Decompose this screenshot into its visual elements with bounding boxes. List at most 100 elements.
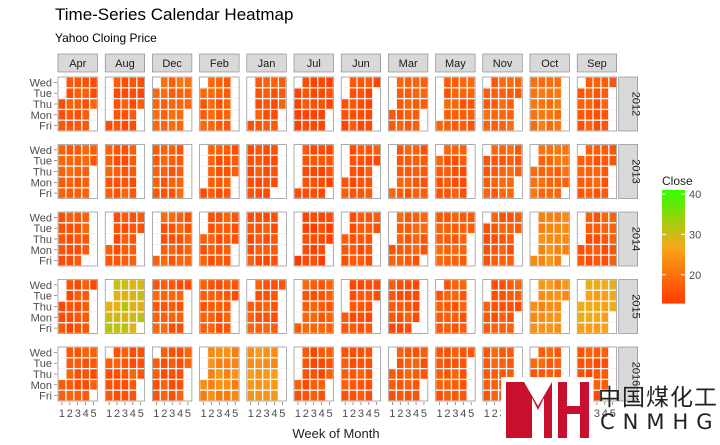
heatmap-cell [152,155,161,166]
heatmap-cell [246,244,255,256]
heatmap-cell [490,98,499,110]
heatmap-cell [207,279,216,291]
heatmap-cell [608,155,617,166]
heatmap-cell [593,368,601,380]
heatmap-cell [396,177,405,188]
heatmap-cell [404,166,412,177]
heatmap-cell [435,390,444,401]
year-strip [618,76,639,132]
heatmap-cell [207,98,216,110]
heatmap-cell [601,233,609,245]
heatmap-cell [302,390,310,401]
weekday-tick-label: Wed [30,212,52,224]
heatmap-cell [152,98,161,110]
heatmap-cell [325,368,334,380]
heatmap-cell [577,177,585,188]
heatmap-cell [404,390,412,401]
heatmap-cell [168,244,176,256]
heatmap-cell [254,109,263,121]
heatmap-cell [168,120,176,131]
heatmap-cell [325,166,334,177]
heatmap-cell [553,301,562,312]
heatmap-cell [325,144,334,156]
heatmap-cell [270,368,279,380]
heatmap-cell [451,357,460,369]
heatmap-cell [396,255,405,266]
panel-border [482,144,523,199]
heatmap-cell [593,312,601,323]
heatmap-cell [129,77,137,88]
heatmap-cell [81,279,90,291]
heatmap-cell [538,347,546,358]
panel-border [246,211,287,267]
heatmap-cell [459,279,468,291]
heatmap-cell [601,279,609,291]
heatmap-cell [435,155,444,166]
heatmap-cell [341,390,349,401]
heatmap-cell [412,233,420,245]
heatmap-cell [349,155,357,166]
panel-border [57,279,98,334]
heatmap-cell [561,290,570,301]
heatmap-cell [372,222,381,234]
heatmap-cell [467,109,475,121]
heatmap-cell [593,244,601,256]
heatmap-cell [601,120,609,131]
heatmap-cell [545,233,554,245]
heatmap-cell [81,212,90,223]
heatmap-cell [254,187,263,199]
heatmap-cell [365,368,373,380]
weekday-tick-label: Wed [30,145,52,157]
heatmap-cell [317,255,326,266]
heatmap-cell [223,312,232,323]
heatmap-cell [176,120,184,131]
heatmap-cell [357,222,365,234]
heatmap-cell [215,222,224,234]
heatmap-cell [451,98,460,110]
heatmap-cell [309,98,318,110]
panel-border [340,346,382,402]
heatmap-cell [199,379,208,391]
week-tick-label: 3 [311,408,317,420]
heatmap-cell [341,98,349,110]
heatmap-cell [601,177,609,188]
panel-border [576,144,618,199]
heatmap-cell [246,347,255,358]
heatmap-cell [404,244,412,256]
heatmap-cell [302,368,310,380]
heatmap-cell [577,244,585,256]
heatmap-cell [215,312,224,323]
heatmap-cell [302,312,310,323]
heatmap-cell [160,290,169,301]
weekday-tick-label: Tue [33,291,52,303]
heatmap-cell [184,77,192,88]
heatmap-cell [490,255,499,266]
heatmap-cell [317,357,326,369]
heatmap-cell [506,187,515,199]
heatmap-cell [561,233,570,245]
heatmap-cell [270,87,279,99]
heatmap-cell [129,87,137,99]
heatmap-cell [309,312,318,323]
heatmap-cell [601,222,609,234]
heatmap-cell [538,109,546,121]
month-strip-label: Jul [307,58,321,70]
heatmap-cell [223,120,232,131]
heatmap-cell [199,87,208,99]
legend-gradient-band [662,280,685,283]
heatmap-cell [207,255,216,266]
heatmap-cell [309,120,318,131]
heatmap-cell [168,290,176,301]
heatmap-cell [530,255,538,266]
legend-gradient-band [662,252,685,255]
heatmap-cell [113,77,121,88]
legend-gradient-band [662,235,685,238]
heatmap-cell [404,290,412,301]
heatmap-cell [160,120,169,131]
heatmap-cell [490,144,499,156]
heatmap-cell [467,347,475,358]
heatmap-cell [215,390,224,401]
heatmap-cell [585,322,593,334]
heatmap-cell [482,255,491,266]
heatmap-cell [530,301,538,312]
